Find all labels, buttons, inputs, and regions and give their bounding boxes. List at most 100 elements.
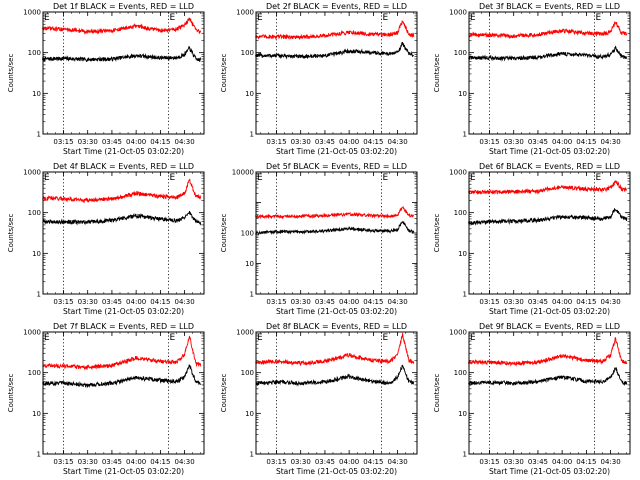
x-tick-label: 03:45 bbox=[528, 298, 548, 306]
y-tick-label: 1 bbox=[250, 291, 254, 299]
y-tick-label: 1000 bbox=[23, 169, 41, 177]
plot-frame bbox=[42, 171, 205, 295]
y-axis-label: Counts/sec bbox=[7, 214, 15, 253]
event-marker-letter: E bbox=[44, 333, 50, 343]
x-tick-label: 04:15 bbox=[150, 138, 170, 146]
panel-title: Det 3f BLACK = Events, RED = LLD bbox=[479, 2, 620, 11]
x-tick-label: 04:30 bbox=[175, 138, 195, 146]
x-tick-label: 04:30 bbox=[175, 458, 195, 466]
x-tick-label: 03:15 bbox=[53, 298, 73, 306]
x-tick-label: 04:00 bbox=[126, 458, 146, 466]
y-tick-label: 100 bbox=[241, 230, 254, 238]
x-tick-label: 03:45 bbox=[528, 138, 548, 146]
x-tick-label: 04:15 bbox=[576, 458, 596, 466]
lld-series-line bbox=[468, 337, 628, 367]
lld-series-line bbox=[255, 332, 415, 367]
x-tick-label: 03:30 bbox=[504, 298, 524, 306]
event-marker-letter: E bbox=[169, 333, 175, 343]
y-tick-label: 100 bbox=[241, 49, 254, 57]
x-tick-label: 03:15 bbox=[479, 458, 499, 466]
x-tick-label: 04:00 bbox=[126, 298, 146, 306]
x-tick-label: 03:15 bbox=[266, 458, 286, 466]
events-series-line bbox=[468, 366, 628, 387]
x-tick-label: 04:00 bbox=[126, 138, 146, 146]
event-marker-letter: E bbox=[257, 333, 263, 343]
x-tick-label: 03:30 bbox=[78, 458, 98, 466]
y-axis-label: Counts/sec bbox=[433, 374, 441, 413]
event-marker-letter: E bbox=[257, 173, 263, 183]
panel-title: Det 8f BLACK = Events, RED = LLD bbox=[266, 322, 407, 331]
x-tick-label: 04:15 bbox=[363, 458, 383, 466]
x-tick-label: 04:00 bbox=[339, 298, 359, 306]
events-series-line bbox=[42, 45, 202, 63]
x-tick-label: 03:30 bbox=[291, 298, 311, 306]
x-axis-label: Start Time (21-Oct-05 03:02:20) bbox=[63, 307, 184, 316]
y-tick-label: 10 bbox=[458, 410, 467, 418]
x-tick-label: 04:00 bbox=[339, 458, 359, 466]
x-tick-label: 03:15 bbox=[479, 138, 499, 146]
event-marker-letter: E bbox=[169, 173, 175, 183]
x-tick-label: 03:30 bbox=[291, 138, 311, 146]
y-tick-label: 10 bbox=[245, 260, 254, 268]
x-tick-label: 03:30 bbox=[504, 138, 524, 146]
y-tick-label: 1000 bbox=[449, 329, 467, 337]
lld-series-line bbox=[255, 20, 415, 41]
y-tick-label: 100 bbox=[28, 49, 41, 57]
y-tick-label: 1 bbox=[37, 291, 41, 299]
plot-frame bbox=[42, 11, 205, 135]
x-tick-label: 03:15 bbox=[266, 298, 286, 306]
plot-frame bbox=[468, 331, 631, 455]
x-axis-label: Start Time (21-Oct-05 03:02:20) bbox=[276, 307, 397, 316]
panel-title: Det 6f BLACK = Events, RED = LLD bbox=[479, 162, 620, 171]
x-tick-label: 03:15 bbox=[53, 138, 73, 146]
x-tick-label: 03:30 bbox=[78, 138, 98, 146]
events-series-line bbox=[468, 45, 628, 62]
y-tick-label: 1 bbox=[250, 451, 254, 459]
detector-panel: Det 9f BLACK = Events, RED = LLD Counts/s… bbox=[433, 322, 631, 476]
events-series-line bbox=[42, 210, 202, 226]
x-axis-label: Start Time (21-Oct-05 03:02:20) bbox=[276, 467, 397, 476]
y-tick-label: 10 bbox=[245, 90, 254, 98]
event-marker-letter: E bbox=[44, 13, 50, 23]
y-tick-label: 10 bbox=[245, 410, 254, 418]
y-axis-label: Counts/sec bbox=[220, 374, 228, 413]
detector-panel: Det 6f BLACK = Events, RED = LLD Counts/s… bbox=[433, 162, 631, 316]
y-tick-label: 100 bbox=[28, 369, 41, 377]
event-marker-letter: E bbox=[169, 13, 175, 23]
x-axis-label: Start Time (21-Oct-05 03:02:20) bbox=[63, 467, 184, 476]
x-tick-label: 04:30 bbox=[175, 298, 195, 306]
x-tick-label: 04:30 bbox=[601, 138, 621, 146]
y-axis-label: Counts/sec bbox=[220, 54, 228, 93]
x-tick-label: 04:00 bbox=[339, 138, 359, 146]
x-tick-label: 03:45 bbox=[102, 298, 122, 306]
event-marker-letter: E bbox=[470, 13, 476, 23]
detector-panel: Det 3f BLACK = Events, RED = LLD Counts/s… bbox=[433, 2, 631, 156]
y-tick-label: 1000 bbox=[23, 9, 41, 17]
x-tick-label: 04:15 bbox=[363, 298, 383, 306]
y-tick-label: 1 bbox=[463, 131, 467, 139]
y-axis-label: Counts/sec bbox=[7, 54, 15, 93]
events-series-line bbox=[42, 364, 202, 389]
y-tick-label: 10 bbox=[32, 250, 41, 258]
plot-frame bbox=[255, 11, 418, 135]
x-tick-label: 03:30 bbox=[78, 298, 98, 306]
detector-panel: Det 5f BLACK = Events, RED = LLD Counts/s… bbox=[220, 162, 418, 316]
event-marker-letter: E bbox=[382, 333, 388, 343]
x-tick-label: 04:15 bbox=[576, 138, 596, 146]
event-marker-letter: E bbox=[470, 333, 476, 343]
y-axis-label: Counts/sec bbox=[433, 54, 441, 93]
y-tick-label: 1000 bbox=[236, 9, 254, 17]
x-tick-label: 04:30 bbox=[601, 298, 621, 306]
panel-title: Det 4f BLACK = Events, RED = LLD bbox=[53, 162, 194, 171]
plot-frame bbox=[255, 171, 418, 295]
y-tick-label: 1 bbox=[463, 451, 467, 459]
event-marker-letter: E bbox=[382, 13, 388, 23]
plot-frame bbox=[468, 11, 631, 135]
event-marker-letter: E bbox=[470, 173, 476, 183]
x-tick-label: 03:15 bbox=[266, 138, 286, 146]
x-tick-label: 04:30 bbox=[388, 138, 408, 146]
y-tick-label: 100 bbox=[454, 209, 467, 217]
event-marker-letter: E bbox=[382, 173, 388, 183]
y-tick-label: 1 bbox=[37, 451, 41, 459]
x-axis-label: Start Time (21-Oct-05 03:02:20) bbox=[276, 147, 397, 156]
